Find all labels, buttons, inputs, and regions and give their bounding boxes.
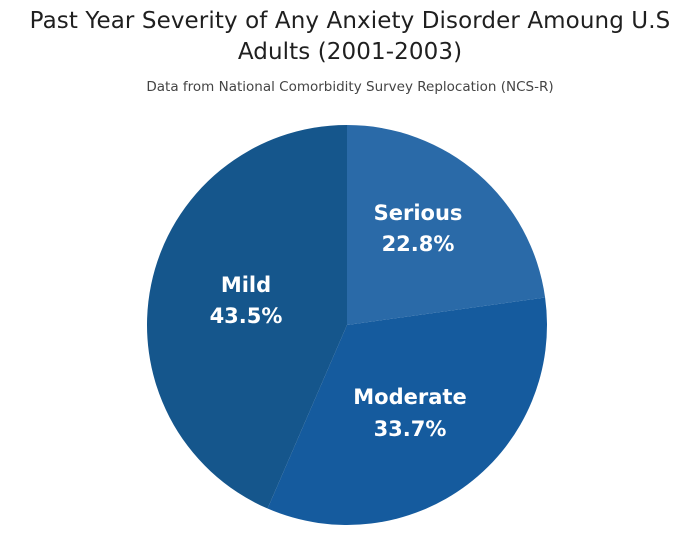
pie-slice-mild: [147, 125, 347, 509]
pie-slice-moderate: [267, 297, 547, 525]
chart-subtitle: Data from National Comorbidity Survey Re…: [146, 79, 554, 95]
chart-title-line-1: Past Year Severity of Any Anxiety Disord…: [29, 8, 671, 34]
slice-label-serious: Serious: [374, 201, 463, 225]
chart-title: Past Year Severity of Any Anxiety Disord…: [0, 6, 700, 68]
slice-label-moderate: Moderate: [353, 385, 466, 409]
slice-label-mild: Mild: [221, 273, 271, 297]
slice-value-moderate: 33.7%: [374, 417, 447, 441]
slice-value-mild: 43.5%: [210, 304, 283, 328]
chart-title-line-2: Adults (2001-2003): [237, 39, 463, 65]
pie-slice-serious: [347, 125, 546, 325]
slice-value-serious: 22.8%: [382, 232, 455, 256]
